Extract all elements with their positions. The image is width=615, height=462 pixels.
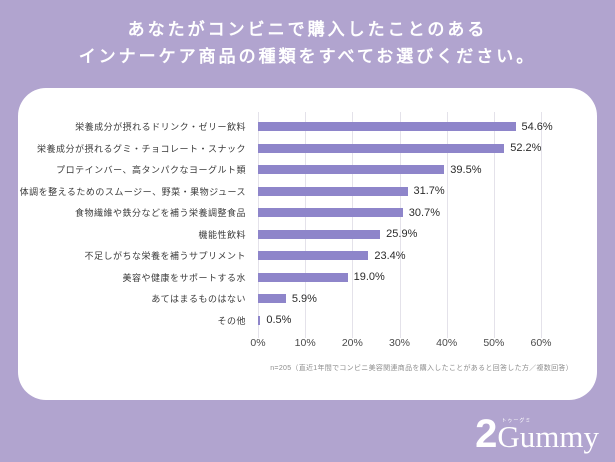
chart-row: 食物繊維や鉄分などを補う栄養調整食品 30.7%: [18, 202, 597, 224]
bar-area: 31.7%: [258, 185, 541, 197]
chart-row: 体調を整えるためのスムージー、野菜・果物ジュース 31.7%: [18, 181, 597, 203]
value-label: 30.7%: [408, 206, 440, 219]
bar-area: 52.2%: [258, 142, 541, 154]
x-axis-tick: 20%: [341, 337, 363, 349]
gridline: [446, 112, 448, 338]
title-line-2: インナーケア商品の種類をすべてお選びください。: [78, 47, 537, 67]
bar-area: 25.9%: [258, 228, 541, 240]
value-label: 25.9%: [386, 228, 418, 241]
value-label: 54.6%: [521, 120, 553, 133]
x-axis-tick: 50%: [483, 337, 505, 349]
gridline: [258, 112, 259, 338]
bar: [258, 143, 505, 153]
x-axis-tick: 30%: [388, 337, 411, 349]
chart-rows: 栄養成分が摂れるドリンク・ゼリー飲料 54.6% 栄養成分が摂れるグミ・チョコレート…: [18, 116, 597, 331]
chart-row: プロテインバー、高タンパクなヨーグルト類 39.5%: [18, 159, 597, 181]
bar-area: 0.5%: [258, 314, 541, 326]
x-axis-tick: 40%: [436, 337, 458, 349]
title-line-1: あなたがコンビニで購入したことのある: [127, 20, 488, 39]
value-label: 23.4%: [374, 249, 406, 262]
bar-area: 19.0%: [258, 271, 541, 283]
gridline: [305, 112, 307, 338]
value-label: 52.2%: [510, 142, 542, 155]
category-label: その他: [217, 315, 246, 326]
logo-name: Gummy: [497, 419, 599, 454]
category-label: 不足しがちな栄養を補うサプリメント: [84, 251, 246, 262]
chart-row: あてはまるものはない 5.9%: [18, 288, 597, 310]
bar-area: 39.5%: [258, 164, 541, 176]
value-label: 31.7%: [413, 185, 445, 198]
gridlines: [258, 112, 542, 338]
page-title: あなたがコンビニで購入したことのある インナーケア商品の種類をすべてお選びくださ…: [0, 0, 615, 70]
bar: [258, 315, 261, 325]
chart-row: 不足しがちな栄養を補うサプリメント 23.4%: [18, 245, 597, 267]
logo-wordmark: トゥーグミ Gummy: [497, 418, 599, 454]
chart-footnote: n=205（直近1年間でコンビニ美容関連商品を購入したことがあると回答した方／複…: [270, 365, 573, 372]
value-label: 0.5%: [266, 314, 292, 327]
chart-row: 栄養成分が摂れるグミ・チョコレート・スナック 52.2%: [18, 138, 597, 160]
value-label: 39.5%: [450, 163, 482, 176]
bar: [258, 229, 381, 239]
x-axis: 0% 10% 20% 30% 40% 50% 60%: [250, 335, 551, 353]
bar: [258, 122, 516, 132]
category-label: 栄養成分が摂れるグミ・チョコレート・スナック: [36, 143, 246, 154]
category-label: プロテインバー、高タンパクなヨーグルト類: [56, 165, 246, 176]
bar-chart: 栄養成分が摂れるドリンク・ゼリー飲料 54.6% 栄養成分が摂れるグミ・チョコレート…: [18, 88, 597, 373]
chart-row: 機能性飲料 25.9%: [18, 224, 597, 246]
gridline: [399, 112, 401, 338]
bar-area: 54.6%: [258, 121, 553, 133]
bar-area: 23.4%: [258, 250, 541, 262]
category-label: 食物繊維や鉄分などを補う栄養調整食品: [74, 208, 246, 219]
bar: [258, 186, 408, 196]
chart-row: その他 0.5%: [18, 310, 597, 332]
value-label: 19.0%: [353, 271, 385, 284]
logo-numeral: 2: [475, 412, 498, 456]
category-label: 美容や健康をサポートする水: [122, 272, 246, 283]
chart-row: 美容や健康をサポートする水 19.0%: [18, 267, 597, 289]
chart-card: 栄養成分が摂れるドリンク・ゼリー飲料 54.6% 栄養成分が摂れるグミ・チョコレート…: [18, 88, 597, 400]
bar: [258, 165, 445, 175]
chart-row: 栄養成分が摂れるドリンク・ゼリー飲料 54.6%: [18, 116, 597, 138]
category-label: 機能性飲料: [198, 229, 246, 240]
x-axis-tick: 10%: [294, 337, 316, 349]
gridline: [352, 112, 354, 338]
value-label: 5.9%: [291, 292, 317, 305]
logo-ruby-text: トゥーグミ: [501, 418, 532, 424]
brand-logo: 2 トゥーグミ Gummy: [475, 414, 599, 454]
bar-area: 5.9%: [258, 293, 541, 305]
x-axis-tick: 0%: [250, 337, 266, 349]
category-label: 体調を整えるためのスムージー、野菜・果物ジュース: [19, 186, 246, 197]
bar: [258, 208, 403, 218]
x-axis-tick: 60%: [530, 337, 552, 349]
bar: [258, 272, 348, 282]
bar: [258, 251, 369, 261]
bar: [258, 294, 286, 304]
category-label: 栄養成分が摂れるドリンク・ゼリー飲料: [75, 122, 246, 133]
bar-area: 30.7%: [258, 207, 541, 219]
gridline: [493, 112, 495, 338]
category-label: あてはまるものはない: [151, 294, 246, 305]
gridline: [541, 112, 542, 338]
